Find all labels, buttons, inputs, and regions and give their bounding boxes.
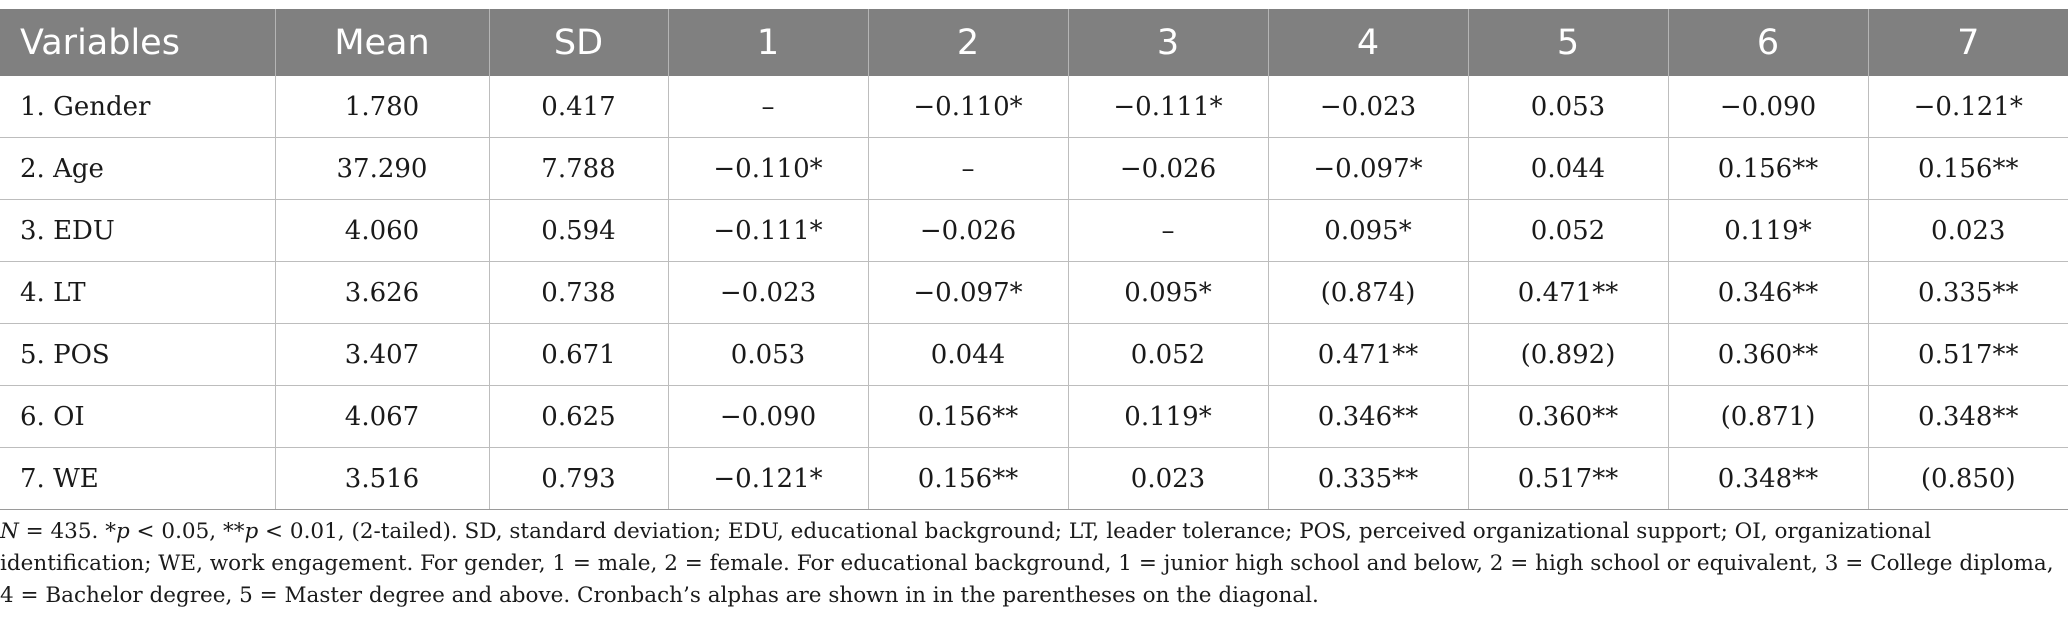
table-cell: 0.156** xyxy=(1867,137,2068,200)
table-cell: 0.044 xyxy=(867,323,1068,386)
table-cell: 3.407 xyxy=(274,323,489,386)
table-cell: (0.874) xyxy=(1267,261,1468,324)
table-cell: 0.156** xyxy=(1667,137,1868,200)
table-cell: −0.026 xyxy=(867,199,1068,262)
table-cell: 0.044 xyxy=(1467,137,1668,200)
table-cell: 0.517** xyxy=(1467,447,1668,510)
table-cell: −0.110* xyxy=(667,137,868,200)
table-cell: 1.780 xyxy=(274,76,489,138)
note-n-value: = 435. * xyxy=(18,519,116,544)
table-cell: 0.053 xyxy=(667,323,868,386)
table-cell: 0.348** xyxy=(1867,385,2068,448)
table-cell: – xyxy=(1067,199,1268,262)
variable-label-cell: 2. Age xyxy=(0,137,275,200)
table-cell: 0.360** xyxy=(1467,385,1668,448)
table-cell: 0.625 xyxy=(488,385,668,448)
table-cell: 4.067 xyxy=(274,385,489,448)
note-p1-label: p xyxy=(115,519,130,544)
table-note: N = 435. *p < 0.05, **p < 0.01, (2-taile… xyxy=(0,516,2060,612)
table-cell: −0.111* xyxy=(667,199,868,262)
note-p1-value: < 0.05, ** xyxy=(129,519,245,544)
table-cell: 0.095* xyxy=(1067,261,1268,324)
header-col-5: 5 xyxy=(1467,9,1668,76)
variable-label-cell: 5. POS xyxy=(0,323,275,386)
table-cell: 4.060 xyxy=(274,199,489,262)
table-cell: 0.793 xyxy=(488,447,668,510)
table-row: 1. Gender 1.780 0.417– −0.110* −0.111* −0.023… xyxy=(0,76,2068,138)
table-cell: 0.156** xyxy=(867,447,1068,510)
table-cell: 0.471** xyxy=(1467,261,1668,324)
table-cell: −0.090 xyxy=(667,385,868,448)
table-cell: 0.052 xyxy=(1467,199,1668,262)
table-cell: 0.360** xyxy=(1667,323,1868,386)
table-cell: – xyxy=(867,137,1068,200)
table-cell: −0.097* xyxy=(1267,137,1468,200)
table-cell: 0.348** xyxy=(1667,447,1868,510)
table-cell: 0.052 xyxy=(1067,323,1268,386)
table-cell: 0.346** xyxy=(1267,385,1468,448)
table-row: 3. EDU 4.060 0.594 −0.111* −0.026–0.095* 0.05… xyxy=(0,199,2068,262)
table-cell: −0.023 xyxy=(667,261,868,324)
table-cell: 3.516 xyxy=(274,447,489,510)
note-n-label: N xyxy=(0,519,19,544)
header-variables: Variables xyxy=(0,9,275,76)
header-col-1: 1 xyxy=(667,9,868,76)
table-cell: −0.110* xyxy=(867,76,1068,138)
table-cell: 0.335** xyxy=(1867,261,2068,324)
table-cell: 0.119* xyxy=(1067,385,1268,448)
table-cell: 7.788 xyxy=(488,137,668,200)
table-cell: (0.892) xyxy=(1467,323,1668,386)
table-row: 4. LT 3.626 0.738 −0.023 −0.097* 0.095* (0.874… xyxy=(0,261,2068,324)
table-cell: 37.290 xyxy=(274,137,489,200)
note-p2-label: p xyxy=(244,519,259,544)
table-cell: 0.095* xyxy=(1267,199,1468,262)
variable-label-cell: 3. EDU xyxy=(0,199,275,262)
table-cell: 0.471** xyxy=(1267,323,1468,386)
table-cell: 0.417 xyxy=(488,76,668,138)
table-cell: 0.053 xyxy=(1467,76,1668,138)
header-sd: SD xyxy=(488,9,668,76)
header-col-3: 3 xyxy=(1067,9,1268,76)
table-cell: 0.346** xyxy=(1667,261,1868,324)
variable-label-cell: 6. OI xyxy=(0,385,275,448)
table-cell: 0.594 xyxy=(488,199,668,262)
table-row: 7. WE 3.516 0.793 −0.121* 0.156** 0.023 0.335*… xyxy=(0,447,2068,510)
header-col-7: 7 xyxy=(1867,9,2068,76)
note-rest: < 0.01, (2-tailed). SD, standard deviati… xyxy=(0,519,2054,608)
header-col-4: 4 xyxy=(1267,9,1468,76)
table-cell: −0.023 xyxy=(1267,76,1468,138)
table-cell: 0.738 xyxy=(488,261,668,324)
table-cell: −0.090 xyxy=(1667,76,1868,138)
table-cell: −0.121* xyxy=(667,447,868,510)
variable-label-cell: 1. Gender xyxy=(0,76,275,138)
header-mean: Mean xyxy=(274,9,489,76)
table-cell: 0.517** xyxy=(1867,323,2068,386)
table-row: 6. OI 4.067 0.625 −0.090 0.156** 0.119* 0.346*… xyxy=(0,385,2068,448)
table-row: 5. POS 3.407 0.671 0.053 0.044 0.052 0.471** (0… xyxy=(0,323,2068,386)
table-row: 2. Age 37.290 7.788 −0.110* – −0.026 −0.097* 0.… xyxy=(0,137,2068,200)
table-cell: 0.156** xyxy=(867,385,1068,448)
table-cell: (0.850) xyxy=(1867,447,2068,510)
table-cell: 3.626 xyxy=(274,261,489,324)
variable-label-cell: 7. WE xyxy=(0,447,275,510)
correlation-table-container: Variables Mean SD 1 2 3 4 5 6 7 1. Gende… xyxy=(0,9,2068,510)
table-cell: −0.026 xyxy=(1067,137,1268,200)
correlation-table: Variables Mean SD 1 2 3 4 5 6 7 1. Gende… xyxy=(0,9,2068,510)
table-header-row: Variables Mean SD 1 2 3 4 5 6 7 xyxy=(0,9,2068,76)
table-cell: 0.671 xyxy=(488,323,668,386)
table-cell: −0.097* xyxy=(867,261,1068,324)
table-cell: −0.121* xyxy=(1867,76,2068,138)
table-cell: 0.023 xyxy=(1867,199,2068,262)
table-cell: – xyxy=(667,76,868,138)
header-col-2: 2 xyxy=(867,9,1068,76)
header-col-6: 6 xyxy=(1667,9,1868,76)
variable-label-cell: 4. LT xyxy=(0,261,275,324)
table-cell: −0.111* xyxy=(1067,76,1268,138)
table-cell: (0.871) xyxy=(1667,385,1868,448)
table-cell: 0.119* xyxy=(1667,199,1868,262)
table-cell: 0.023 xyxy=(1067,447,1268,510)
table-cell: 0.335** xyxy=(1267,447,1468,510)
